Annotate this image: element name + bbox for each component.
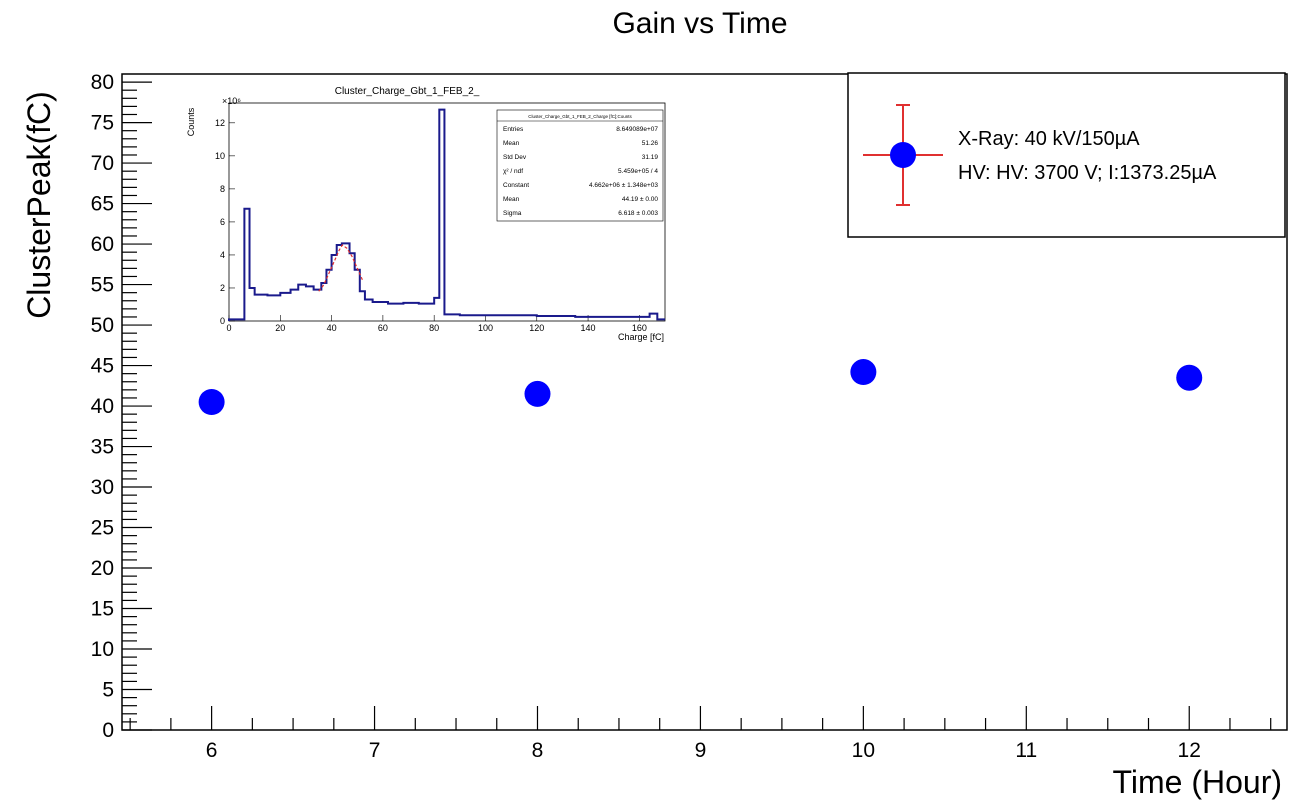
x-axis-title: Time (Hour): [1113, 764, 1282, 800]
y-tick-label: 25: [91, 517, 114, 540]
plot-frame: [121, 73, 1288, 731]
stats-value: 44.19 ± 0.00: [622, 196, 658, 203]
inset-histogram-line: [228, 108, 665, 321]
stats-name: Sigma: [503, 210, 522, 217]
inset-x-tick-label: 0: [226, 323, 231, 333]
stats-name: Mean: [503, 140, 520, 147]
inset-multiplier: ×10⁶: [222, 96, 241, 106]
y-tick-label: 60: [91, 233, 114, 256]
y-tick-label: 30: [91, 476, 114, 499]
inset-x-tick-label: 40: [327, 323, 337, 333]
inset-y-title: Counts: [186, 107, 196, 136]
stats-name: Std Dev: [503, 154, 527, 161]
inset-x-tick-label: 80: [429, 323, 439, 333]
inset-y-tick-label: 0: [220, 316, 225, 326]
y-tick-label: 50: [91, 314, 114, 337]
inset-y-tick-label: 6: [220, 217, 225, 227]
x-tick-label: 11: [1015, 739, 1037, 762]
y-tick-label: 80: [91, 71, 114, 94]
inset-histogram: Cluster_Charge_Gbt_1_FEB_2_ ×10⁶ Counts …: [186, 86, 666, 342]
y-tick-label: 45: [91, 355, 114, 378]
x-tick-label: 6: [206, 739, 218, 762]
stats-value: 6.618 ± 0.003: [618, 210, 658, 217]
inset-title: Cluster_Charge_Gbt_1_FEB_2_: [335, 86, 480, 97]
legend-marker-icon: [863, 104, 943, 206]
stats-header: Cluster_Charge_Gbt_1_FEB_2_Charge [fC];C…: [528, 114, 632, 119]
inset-y-tick-label: 4: [220, 250, 225, 260]
legend-label-xray: X-Ray: 40 kV/150µA: [958, 128, 1140, 150]
stats-rows: Entries 8.649089e+07 Mean 51.26 Std Dev 31.19…: [503, 126, 658, 217]
y-tick-label: 65: [91, 193, 114, 216]
stats-name: χ² / ndf: [503, 168, 523, 175]
y-tick-label: 20: [91, 557, 114, 580]
stats-value: 8.649089e+07: [616, 126, 658, 133]
data-point: [1176, 364, 1203, 391]
y-tick-label: 35: [91, 436, 114, 459]
stats-value: 51.26: [642, 140, 659, 147]
data-point: [850, 359, 877, 386]
legend-label-hv: HV: HV: 3700 V; I:1373.25µA: [958, 162, 1217, 184]
inset-x-tick-label: 20: [275, 323, 285, 333]
chart-title: Gain vs Time: [612, 7, 787, 40]
y-axis-title: ClusterPeak(fC): [21, 91, 57, 319]
stats-value: 4.662e+06 ± 1.348e+03: [589, 182, 658, 189]
data-point: [198, 389, 225, 415]
y-tick-label: 15: [91, 598, 114, 621]
y-tick-label: 10: [91, 638, 114, 661]
y-tick-label: 55: [91, 274, 114, 297]
y-tick-label: 70: [91, 152, 114, 175]
inset-x-tick-label: 60: [378, 323, 388, 333]
x-tick-label: 7: [369, 739, 381, 762]
inset-y-tick-label: 2: [220, 283, 225, 293]
data-points: [198, 359, 1203, 415]
y-tick-label: 0: [102, 719, 114, 742]
inset-y-tick-label: 8: [220, 184, 225, 194]
stats-name: Constant: [503, 182, 529, 189]
inset-stats-box: Cluster_Charge_Gbt_1_FEB_2_Charge [fC];C…: [496, 109, 664, 222]
legend: X-Ray: 40 kV/150µA HV: HV: 3700 V; I:137…: [847, 72, 1286, 238]
inset-x-tick-label: 120: [529, 323, 544, 333]
x-tick-label: 10: [852, 739, 875, 762]
inset-x-title: Charge [fC]: [618, 332, 664, 342]
inset-x-tick-label: 140: [581, 323, 596, 333]
inset-x-tick-label: 160: [632, 323, 647, 333]
x-tick-label: 9: [695, 739, 707, 762]
stats-value: 5.459e+05 / 4: [618, 168, 658, 175]
inset-y-tick-label: 10: [215, 151, 225, 161]
y-axis: 0 5 10 15 20 25 30 35 40 45 50 55 60 65 70 75 80: [91, 71, 152, 742]
stats-name: Entries: [503, 126, 524, 133]
data-point: [524, 380, 551, 407]
y-tick-label: 40: [91, 395, 114, 418]
y-tick-label: 5: [102, 679, 114, 702]
x-tick-label: 8: [532, 739, 544, 762]
inset-y-tick-label: 12: [215, 118, 225, 128]
stats-name: Mean: [503, 196, 520, 203]
x-tick-label: 12: [1178, 739, 1201, 762]
x-axis: 6 7 8 9 10 11 12: [129, 706, 1272, 762]
stats-value: 31.19: [642, 154, 659, 161]
y-tick-label: 75: [91, 112, 114, 135]
inset-x-tick-label: 100: [478, 323, 493, 333]
